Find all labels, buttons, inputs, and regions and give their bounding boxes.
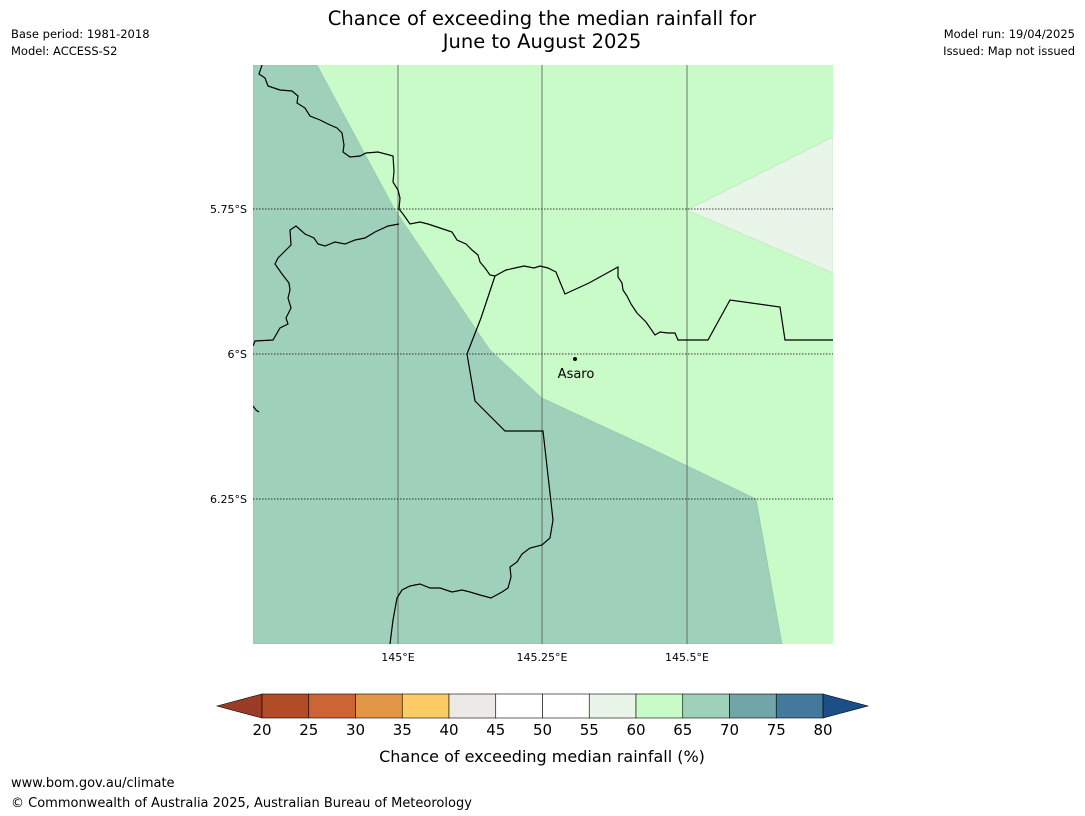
colorbar-swatch: [588, 693, 637, 719]
model-text: Model: ACCESS-S2: [11, 44, 118, 58]
colorbar-tick-label: 35: [393, 721, 412, 739]
place-marker-asaro: [573, 357, 577, 361]
base-period-text: Base period: 1981-2018: [11, 27, 150, 41]
lon-label-145-5: 145.5°E: [665, 651, 709, 664]
colorbar-tick-label: 60: [626, 721, 645, 739]
border-eastern-highlands: [253, 223, 400, 347]
colorbar-swatch: [308, 693, 356, 719]
colorbar-tick-label: 20: [252, 721, 271, 739]
longitude-labels: 145°E 145.25°E 145.5°E: [381, 651, 709, 664]
model-run-text: Model run: 19/04/2025: [943, 27, 1075, 41]
colorbar-tick-label: 55: [580, 721, 599, 739]
lat-label-6-25: 6.25°S: [210, 493, 247, 506]
parallels: [253, 208, 833, 500]
map-panel: [253, 65, 833, 644]
meta-left: Base period: 1981-2018 Model: ACCESS-S2: [11, 26, 150, 60]
lat-label-5-75: 5.75°S: [210, 203, 247, 216]
region-55-60: [686, 136, 833, 274]
title-line-2: June to August 2025: [442, 30, 642, 53]
colorbar-tick-label: 75: [767, 721, 786, 739]
colorbar-swatch: [682, 693, 730, 719]
issued-text: Issued: Map not issued: [943, 44, 1075, 58]
border-fragment-west: [253, 405, 260, 413]
map-title: Chance of exceeding the median rainfall …: [242, 7, 842, 53]
colorbar-swatch: [401, 693, 450, 719]
colorbar-tick-label: 30: [346, 721, 365, 739]
footer-copyright: © Commonwealth of Australia 2025, Austra…: [11, 796, 472, 811]
colorbar-swatch: [355, 693, 403, 719]
colorbar-tick-label: 45: [486, 721, 505, 739]
colorbar-tick-label: 40: [439, 721, 458, 739]
colorbar-swatch: [729, 693, 777, 719]
colorbar-tick-label: 25: [299, 721, 318, 739]
colorbar-tick-label: 65: [673, 721, 692, 739]
colorbar-tick-label: 70: [720, 721, 739, 739]
colorbar-swatch: [495, 693, 543, 719]
colorbar-tick-label: 80: [813, 721, 832, 739]
colorbar-swatch: [775, 693, 824, 719]
colorbar: 20 25 30 35 40 45 50 55 60 65 70 75 80: [215, 693, 870, 739]
latitude-labels: 5.75°S 6°S 6.25°S: [210, 203, 247, 506]
lon-label-145: 145°E: [381, 651, 414, 664]
meta-right: Model run: 19/04/2025 Issued: Map not is…: [943, 26, 1075, 60]
lon-label-145-25: 145.25°E: [517, 651, 568, 664]
colorbar-swatch: [448, 693, 497, 719]
colorbar-tick-label: 50: [533, 721, 552, 739]
place-label-asaro: Asaro: [558, 367, 595, 382]
colorbar-over-arrow: [822, 693, 870, 719]
province-borders: [253, 65, 833, 644]
footer-url: www.bom.gov.au/climate: [11, 776, 175, 791]
title-line-1: Chance of exceeding the median rainfall …: [327, 7, 757, 30]
colorbar-swatch: [261, 693, 310, 719]
colorbar-under-arrow: [215, 693, 263, 719]
colorbar-swatch: [635, 693, 684, 719]
colorbar-swatch: [542, 693, 590, 719]
lat-label-6: 6°S: [228, 348, 247, 361]
colorbar-title: Chance of exceeding median rainfall (%): [379, 747, 705, 766]
meridians: [397, 65, 688, 644]
border-northern: [258, 65, 833, 341]
border-chimbu: [389, 275, 554, 644]
